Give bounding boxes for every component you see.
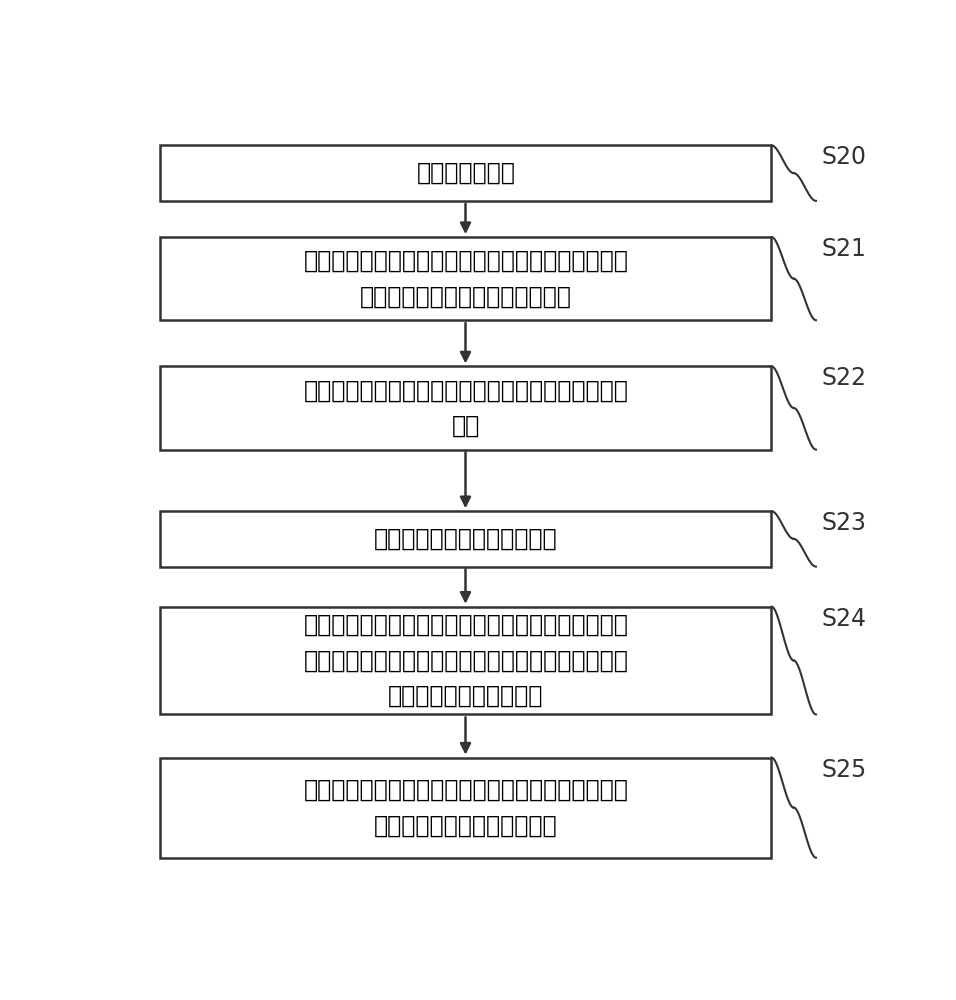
Bar — [161, 511, 771, 567]
Bar — [161, 758, 771, 858]
Text: 形成源极及漏极，所述源极及漏极分别与所述氧化物
半导体层的源区及漏区电连接: 形成源极及漏极，所述源极及漏极分别与所述氧化物 半导体层的源区及漏区电连接 — [303, 778, 628, 837]
Text: 提供一玻璃基板: 提供一玻璃基板 — [417, 161, 515, 185]
Bar — [161, 145, 771, 201]
Text: S21: S21 — [822, 237, 867, 261]
Text: 在所述氧化物半导体层上沟道区对应位置形成栅极绝
缘层: 在所述氧化物半导体层上沟道区对应位置形成栅极绝 缘层 — [303, 378, 628, 438]
Bar — [161, 366, 771, 450]
Text: S23: S23 — [822, 511, 867, 535]
Text: 在所述栅极绝缘层上形成栅极: 在所述栅极绝缘层上形成栅极 — [374, 527, 557, 551]
Text: S20: S20 — [822, 145, 867, 169]
Text: S24: S24 — [822, 607, 867, 631]
Text: S22: S22 — [822, 366, 867, 390]
Text: 在所述栅极表面、所述氧化物半导体层表面及玻璃基
板表面采用化学气相沉积的方法沉积层间介质，所述
源区及漏区表面导体化，: 在所述栅极表面、所述氧化物半导体层表面及玻璃基 板表面采用化学气相沉积的方法沉积… — [303, 613, 628, 708]
Text: 在所述玻璃基板上形成氧化物半导体层，所述氧化物
半导体层包括源区、漏区及沟道区: 在所述玻璃基板上形成氧化物半导体层，所述氧化物 半导体层包括源区、漏区及沟道区 — [303, 249, 628, 308]
Bar — [161, 607, 771, 714]
Text: S25: S25 — [822, 758, 867, 782]
Bar — [161, 237, 771, 320]
